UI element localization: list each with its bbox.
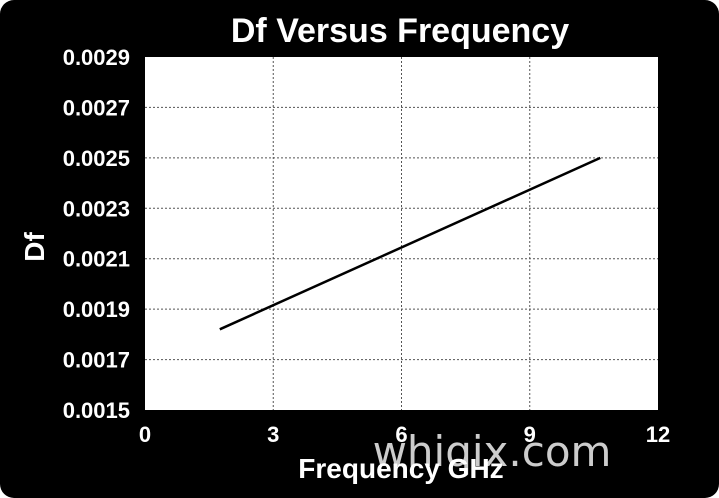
y-tick-label: 0.0021 bbox=[63, 247, 130, 272]
x-tick-label: 6 bbox=[395, 422, 407, 447]
tick-labels: 0 3 6 9 12 0.0015 0.0017 0.0019 0.0021 0.0023 0.00… bbox=[63, 45, 671, 447]
y-tick-label: 0.0015 bbox=[63, 398, 130, 423]
y-tick-label: 0.0023 bbox=[63, 196, 130, 221]
series-line bbox=[219, 156, 601, 331]
y-tick-label: 0.0019 bbox=[63, 297, 130, 322]
y-axis-label: Df bbox=[19, 232, 50, 262]
chart-title: Df Versus Frequency bbox=[231, 12, 569, 50]
x-tick-label: 9 bbox=[524, 422, 536, 447]
series-group bbox=[219, 156, 601, 331]
watermark: whiqix.com bbox=[373, 427, 612, 476]
grid bbox=[145, 57, 658, 410]
y-tick-label: 0.0025 bbox=[63, 146, 130, 171]
x-tick-label: 3 bbox=[267, 422, 279, 447]
y-tick-label: 0.0017 bbox=[63, 348, 130, 373]
y-tick-label: 0.0029 bbox=[63, 45, 130, 70]
x-tick-label: 12 bbox=[646, 422, 670, 447]
x-axis-label: Frequency GHz bbox=[298, 453, 503, 484]
y-tick-label: 0.0027 bbox=[63, 95, 130, 120]
x-tick-label: 0 bbox=[139, 422, 151, 447]
